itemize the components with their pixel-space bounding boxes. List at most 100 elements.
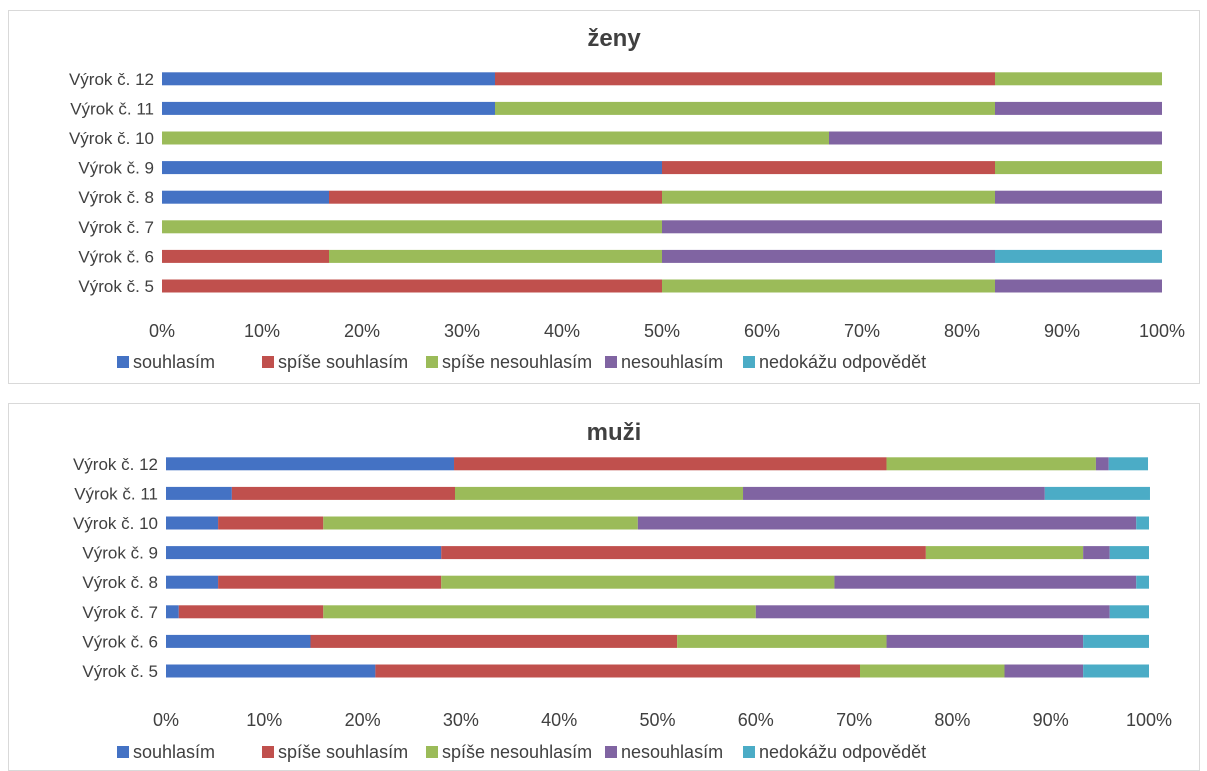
bar-segment-1 bbox=[166, 546, 442, 560]
bar-segment-2 bbox=[218, 516, 324, 530]
bar-segment-4 bbox=[886, 634, 1084, 648]
category-label: Výrok č. 8 bbox=[78, 188, 154, 207]
bar-segment-4 bbox=[662, 249, 995, 263]
category-label: Výrok č. 6 bbox=[78, 247, 154, 266]
x-tick-label: 70% bbox=[836, 710, 872, 730]
x-tick-label: 30% bbox=[444, 321, 480, 341]
bar-segment-2 bbox=[178, 605, 324, 619]
bar-segment-1 bbox=[166, 457, 455, 471]
bar-segment-3 bbox=[995, 161, 1162, 175]
bar-segment-4 bbox=[995, 190, 1162, 204]
category-label: Výrok č. 10 bbox=[69, 129, 154, 148]
category-label: Výrok č. 5 bbox=[82, 662, 158, 681]
chart-muzi: muži Výrok č. 12 Výrok č. 11 Výrok č. 10 Vý… bbox=[73, 419, 1172, 762]
category-label: Výrok č. 9 bbox=[78, 159, 154, 178]
legend-label: spíše nesouhlasím bbox=[442, 352, 592, 372]
x-tick-label: 10% bbox=[244, 321, 280, 341]
legend-label: spíše souhlasím bbox=[278, 352, 408, 372]
bar-segment-3 bbox=[859, 664, 1005, 678]
bar-segment-2 bbox=[329, 190, 662, 204]
category-label: Výrok č. 9 bbox=[82, 544, 158, 563]
bar-segment-3 bbox=[495, 101, 995, 115]
bar-segment-3 bbox=[441, 575, 835, 589]
category-label: Výrok č. 11 bbox=[70, 99, 154, 118]
bar-segment-5 bbox=[995, 249, 1162, 263]
bar-segment-5 bbox=[1083, 634, 1149, 648]
bar-segment-1 bbox=[166, 516, 219, 530]
bar-segment-5 bbox=[1109, 605, 1149, 619]
x-tick-label: 10% bbox=[246, 710, 282, 730]
legend-label: spíše nesouhlasím bbox=[442, 742, 592, 762]
bar-segment-5 bbox=[1136, 516, 1149, 530]
legend-swatch bbox=[262, 746, 274, 758]
x-tick-label: 70% bbox=[844, 321, 880, 341]
bar-segment-1 bbox=[162, 190, 329, 204]
category-label: Výrok č. 6 bbox=[82, 632, 158, 651]
x-tick-label: 20% bbox=[345, 710, 381, 730]
bar-segment-3 bbox=[886, 457, 1096, 471]
bar-segment-2 bbox=[231, 486, 456, 500]
bar-segment-4 bbox=[995, 101, 1162, 115]
legend-label: nesouhlasím bbox=[621, 742, 723, 762]
bar-segment-1 bbox=[166, 634, 311, 648]
legend-label: nesouhlasím bbox=[621, 352, 723, 372]
legend-swatch bbox=[743, 746, 755, 758]
category-label: Výrok č. 5 bbox=[78, 277, 154, 296]
bar-segment-1 bbox=[162, 72, 495, 86]
legend-label: nedokážu odpovědět bbox=[759, 352, 926, 372]
bar-segment-3 bbox=[455, 486, 744, 500]
category-label: Výrok č. 10 bbox=[73, 514, 158, 533]
bar-segment-5 bbox=[1108, 457, 1149, 471]
bar-segment-3 bbox=[925, 546, 1084, 560]
bar-segment-4 bbox=[755, 605, 1110, 619]
category-label: Výrok č. 12 bbox=[73, 455, 158, 474]
bar-segment-2 bbox=[441, 546, 926, 560]
legend-swatch bbox=[426, 746, 438, 758]
legend-swatch bbox=[426, 356, 438, 368]
x-tick-label: 90% bbox=[1044, 321, 1080, 341]
bar-segment-4 bbox=[1083, 546, 1110, 560]
x-tick-label: 80% bbox=[934, 710, 970, 730]
bar-segment-4 bbox=[662, 220, 1162, 234]
chart-title: muži bbox=[587, 419, 642, 446]
bar-segment-2 bbox=[662, 161, 995, 175]
legend-swatch bbox=[605, 746, 617, 758]
bar-segment-4 bbox=[834, 575, 1137, 589]
x-tick-label: 40% bbox=[544, 321, 580, 341]
bar-segment-1 bbox=[162, 101, 495, 115]
bar-segment-5 bbox=[1109, 546, 1149, 560]
legend-swatch bbox=[117, 746, 129, 758]
bar-segment-4 bbox=[1004, 664, 1084, 678]
bar-segment-1 bbox=[166, 575, 219, 589]
legend-swatch bbox=[262, 356, 274, 368]
category-label: Výrok č. 7 bbox=[78, 218, 154, 237]
x-tick-label: 20% bbox=[344, 321, 380, 341]
bar-segment-2 bbox=[375, 664, 860, 678]
bar-segment-3 bbox=[323, 516, 638, 530]
x-tick-label: 80% bbox=[944, 321, 980, 341]
legend-label: souhlasím bbox=[133, 352, 215, 372]
bar-segment-1 bbox=[166, 605, 179, 619]
bar-segment-1 bbox=[162, 161, 662, 175]
legend-swatch bbox=[117, 356, 129, 368]
category-label: Výrok č. 12 bbox=[69, 70, 154, 89]
bar-segment-2 bbox=[454, 457, 887, 471]
x-tick-label: 0% bbox=[149, 321, 175, 341]
legend-swatch bbox=[743, 356, 755, 368]
bar-segment-4 bbox=[743, 486, 1045, 500]
bar-segment-3 bbox=[662, 279, 995, 293]
bar-segment-1 bbox=[166, 486, 232, 500]
bar-segment-5 bbox=[1083, 664, 1149, 678]
x-tick-label: 30% bbox=[443, 710, 479, 730]
x-tick-label: 90% bbox=[1033, 710, 1069, 730]
bar-segment-3 bbox=[162, 131, 829, 145]
chart-zeny: ženy Výrok č. 12 Výrok č. 11 Výrok č. 10 Vý… bbox=[69, 25, 1185, 372]
category-label: Výrok č. 8 bbox=[82, 573, 158, 592]
x-tick-label: 60% bbox=[738, 710, 774, 730]
x-tick-label: 60% bbox=[744, 321, 780, 341]
bar-segment-3 bbox=[995, 72, 1162, 86]
bar-segment-2 bbox=[162, 249, 329, 263]
bar-segment-2 bbox=[162, 279, 662, 293]
bar-segment-3 bbox=[677, 634, 887, 648]
legend-label: souhlasím bbox=[133, 742, 215, 762]
